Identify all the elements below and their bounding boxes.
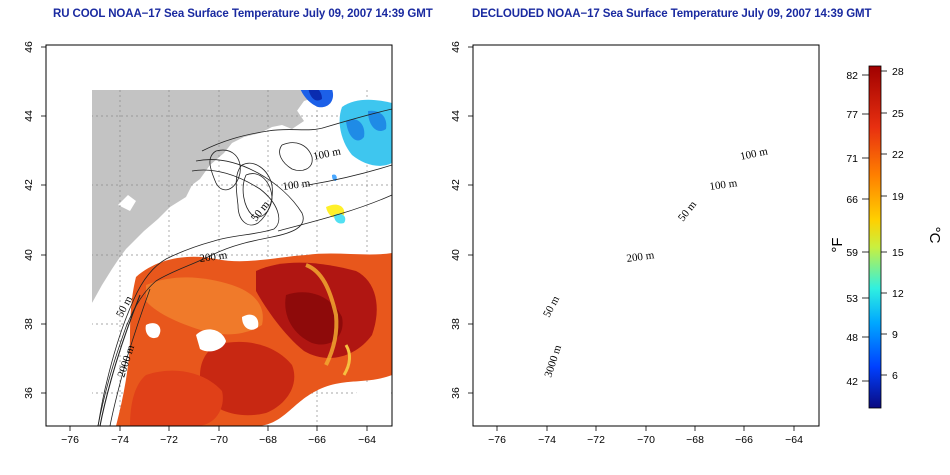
colorbar-ticks: 82 77 71 66 59 53 48 42 28 25 22 19 15 12 9 6 bbox=[846, 66, 904, 388]
celsius-tick-label: 28 bbox=[892, 66, 904, 78]
left-map bbox=[45, 44, 393, 427]
x-tick-label: −74 bbox=[538, 434, 556, 446]
y-tick-label: 36 bbox=[450, 387, 462, 399]
left-map-title: RU COOL NOAA−17 Sea Surface Temperature … bbox=[53, 8, 433, 20]
celsius-tick-label: 12 bbox=[892, 288, 904, 300]
contour-label: 100 m bbox=[739, 145, 769, 163]
y-tick-label: 44 bbox=[23, 110, 35, 122]
fahrenheit-tick-label: 53 bbox=[846, 293, 858, 305]
right-map-axes: −76 −74 −72 −70 −68 −66 −64 46 44 42 40 38 36 bbox=[450, 41, 803, 446]
x-tick-label: −66 bbox=[308, 434, 326, 446]
x-tick-label: −72 bbox=[160, 434, 178, 446]
y-tick-label: 38 bbox=[450, 318, 462, 330]
x-tick-label: −64 bbox=[358, 434, 376, 446]
fahrenheit-tick-label: 77 bbox=[846, 109, 858, 121]
right-map-title: DECLOUDED NOAA−17 Sea Surface Temperatur… bbox=[472, 8, 872, 20]
celsius-unit: °C bbox=[926, 227, 943, 244]
x-tick-label: −66 bbox=[735, 434, 753, 446]
fahrenheit-tick-label: 59 bbox=[846, 247, 858, 259]
x-tick-label: −76 bbox=[488, 434, 506, 446]
celsius-tick-label: 15 bbox=[892, 247, 904, 259]
x-tick-label: −70 bbox=[210, 434, 228, 446]
y-tick-label: 38 bbox=[23, 318, 35, 330]
x-tick-label: −70 bbox=[637, 434, 655, 446]
contour-label: 200 m bbox=[199, 249, 229, 265]
y-tick-label: 44 bbox=[450, 110, 462, 122]
contour-label: 100 m bbox=[312, 145, 342, 163]
left-sst-field bbox=[116, 90, 392, 426]
colorbar: 82 77 71 66 59 53 48 42 28 25 22 19 15 12 9 6 °F °C bbox=[829, 65, 943, 409]
celsius-tick-label: 6 bbox=[892, 370, 898, 382]
y-tick-label: 46 bbox=[450, 41, 462, 53]
y-tick-label: 46 bbox=[23, 41, 35, 53]
celsius-tick-label: 9 bbox=[892, 329, 898, 341]
fahrenheit-tick-label: 82 bbox=[846, 70, 858, 82]
x-tick-label: −72 bbox=[587, 434, 605, 446]
contour-label: 100 m bbox=[282, 177, 312, 193]
colorbar-gradient bbox=[868, 65, 882, 409]
fahrenheit-tick-label: 48 bbox=[846, 332, 858, 344]
y-tick-label: 42 bbox=[23, 179, 35, 191]
fahrenheit-unit: °F bbox=[829, 237, 846, 252]
x-tick-label: −74 bbox=[111, 434, 129, 446]
fahrenheit-tick-label: 42 bbox=[846, 376, 858, 388]
contour-label: 200 m bbox=[626, 249, 656, 265]
y-tick-label: 36 bbox=[23, 387, 35, 399]
contour-label: 100 m bbox=[709, 177, 739, 193]
fahrenheit-tick-label: 66 bbox=[846, 194, 858, 206]
x-tick-label: −64 bbox=[785, 434, 803, 446]
x-tick-label: −68 bbox=[686, 434, 704, 446]
y-tick-label: 40 bbox=[23, 249, 35, 261]
y-tick-label: 42 bbox=[450, 179, 462, 191]
y-tick-label: 40 bbox=[450, 249, 462, 261]
celsius-tick-label: 19 bbox=[892, 191, 904, 203]
x-tick-label: −76 bbox=[61, 434, 79, 446]
x-tick-label: −68 bbox=[259, 434, 277, 446]
celsius-tick-label: 25 bbox=[892, 108, 904, 120]
celsius-tick-label: 22 bbox=[892, 149, 904, 161]
right-map bbox=[472, 44, 820, 427]
left-map-axes: −76 −74 −72 −70 −68 −66 −64 46 44 42 40 38 36 bbox=[23, 41, 376, 446]
fahrenheit-tick-label: 71 bbox=[846, 153, 858, 165]
